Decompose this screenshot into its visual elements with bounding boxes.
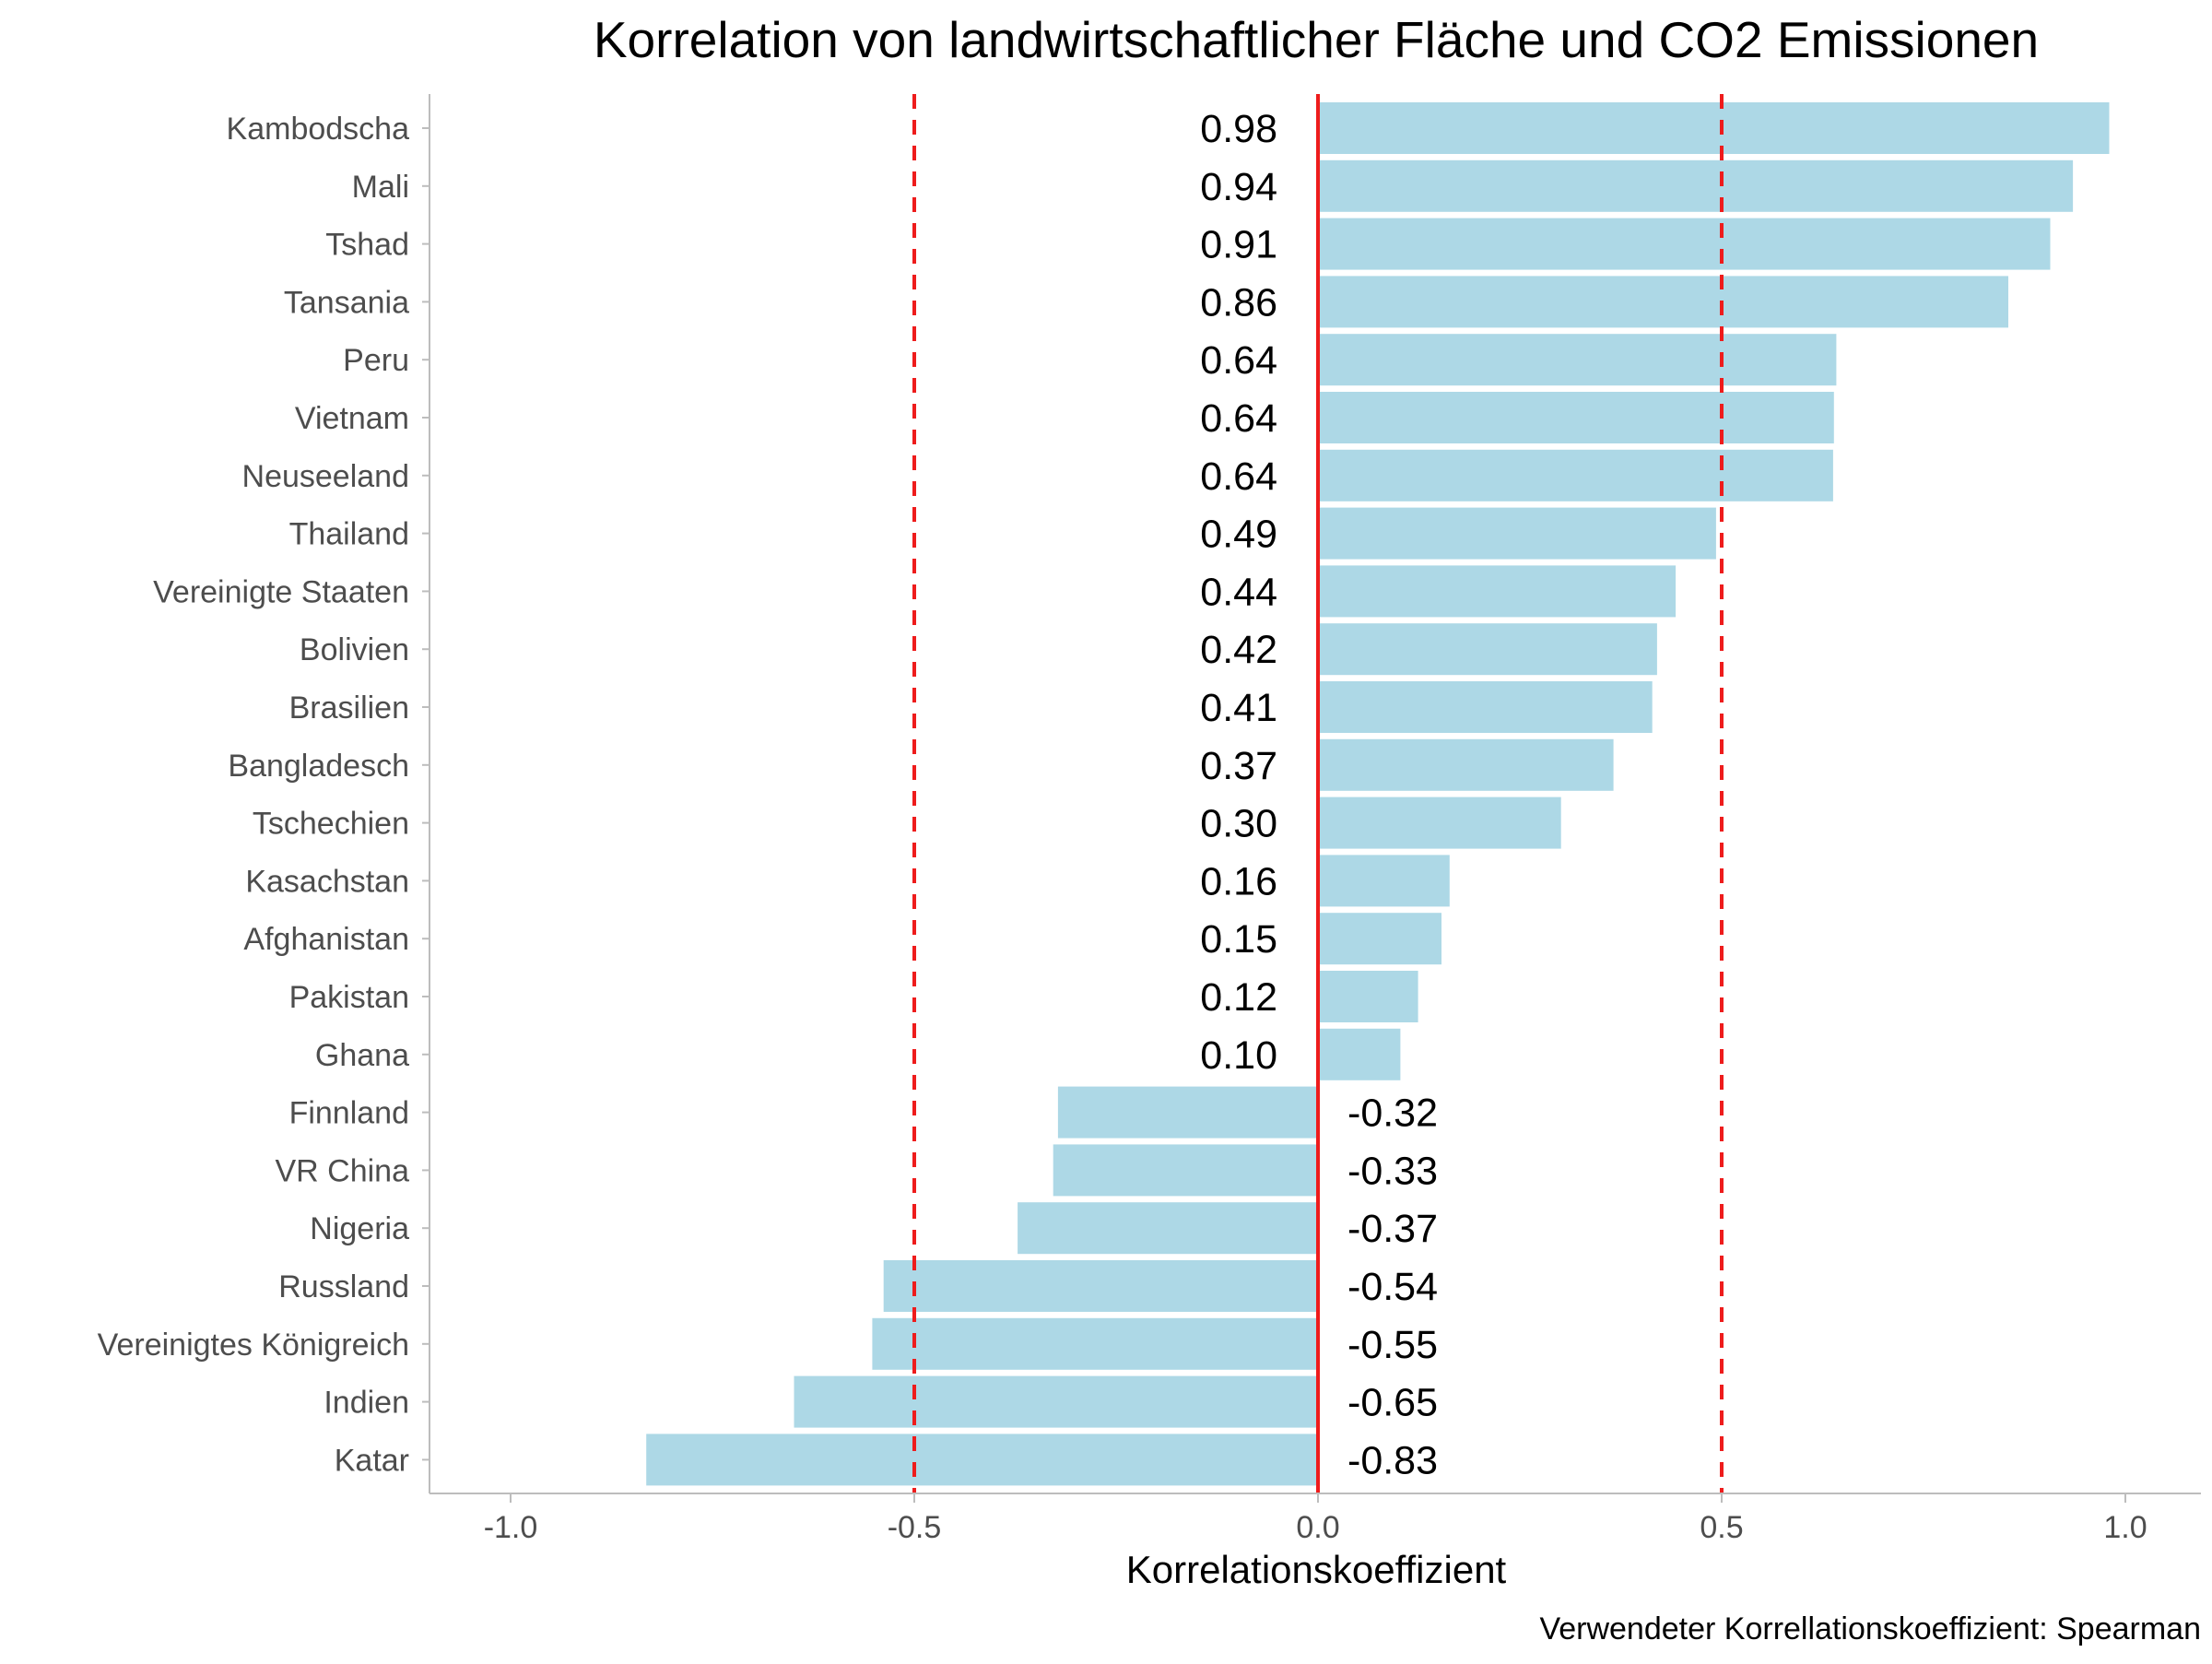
bar-tshad — [1318, 218, 2051, 270]
y-tick-label: Russland — [278, 1269, 409, 1304]
bar-peru — [1318, 334, 1837, 386]
x-tick-label: 1.0 — [2103, 1510, 2147, 1545]
y-tick-label: Ghana — [315, 1038, 409, 1073]
value-label: -0.83 — [1347, 1438, 1438, 1482]
bar-finnland — [1057, 1086, 1318, 1139]
value-label: 0.44 — [1200, 570, 1277, 614]
y-tick-label: Nigeria — [310, 1211, 409, 1246]
chart-title: Korrelation von landwirtschaftlicher Flä… — [594, 11, 2039, 68]
y-tick-label: Tschechien — [253, 807, 409, 842]
y-tick-label: Vereinigtes Königreich — [98, 1328, 409, 1363]
y-tick-label: Mali — [352, 170, 409, 205]
x-tick-label: 0.0 — [1296, 1510, 1339, 1545]
value-label: 0.64 — [1200, 454, 1277, 499]
y-tick-label: Indien — [324, 1386, 409, 1421]
y-tick-label: Vietnam — [295, 401, 409, 436]
y-tick-label: Katar — [335, 1443, 409, 1478]
bar-neuseeland — [1318, 449, 1833, 502]
reference-lines — [912, 94, 1724, 1493]
bar-pakistan — [1318, 971, 1418, 1022]
y-tick-label: Kasachstan — [245, 864, 409, 899]
bar-russland — [883, 1260, 1318, 1312]
bar-vr-china — [1053, 1144, 1318, 1197]
value-label: -0.37 — [1347, 1207, 1438, 1251]
bar-nigeria — [1018, 1202, 1318, 1255]
bar-bangladesch — [1318, 738, 1614, 791]
bar-bolivien — [1318, 623, 1657, 676]
bar-vietnam — [1318, 392, 1834, 443]
y-tick-label: Neuseeland — [242, 459, 409, 494]
value-label: -0.54 — [1347, 1265, 1438, 1309]
y-tick-label: Peru — [343, 343, 409, 378]
bars-layer — [646, 102, 2110, 1486]
bar-kasachstan — [1318, 855, 1450, 907]
y-tick-label: Thailand — [289, 517, 409, 552]
bar-tschechien — [1318, 797, 1561, 849]
value-label: -0.32 — [1347, 1092, 1438, 1136]
bar-thailand — [1318, 507, 1716, 560]
bar-brasilien — [1318, 681, 1653, 733]
value-label: 0.64 — [1200, 396, 1277, 441]
value-label: 0.98 — [1200, 107, 1277, 151]
bar-katar — [646, 1434, 1318, 1486]
value-label: 0.37 — [1200, 744, 1277, 788]
x-tick-label: -0.5 — [888, 1510, 942, 1545]
y-tick-label: VR China — [275, 1153, 409, 1188]
y-tick-label: Afghanistan — [243, 922, 409, 957]
value-label: 0.42 — [1200, 628, 1277, 672]
bar-vereinigtes-königreich — [872, 1317, 1318, 1370]
y-tick-label: Brasilien — [289, 690, 409, 726]
bar-kambodscha — [1318, 102, 2110, 154]
value-labels: Kambodscha 0.98 Mali 0.94 Tshad 0.91 Tansania 0… — [98, 107, 1438, 1482]
bar-vereinigte-staaten — [1318, 565, 1677, 618]
value-label: 0.12 — [1200, 975, 1277, 1020]
axes: -1.0 -0.5 0.0 0.5 1.0 — [422, 94, 2201, 1545]
y-tick-label: Bolivien — [300, 632, 409, 667]
value-label: 0.30 — [1200, 802, 1277, 846]
y-tick-label: Vereinigte Staaten — [153, 574, 409, 609]
x-tick-label: 0.5 — [1700, 1510, 1743, 1545]
value-label: 0.10 — [1200, 1033, 1277, 1078]
value-label: -0.55 — [1347, 1323, 1438, 1367]
bar-indien — [794, 1375, 1318, 1428]
y-tick-label: Tshad — [325, 228, 409, 263]
x-axis-title: Korrelationskoeffizient — [1126, 1548, 1507, 1591]
value-label: 0.15 — [1200, 917, 1277, 962]
value-label: 0.86 — [1200, 280, 1277, 325]
bar-tansania — [1318, 276, 2008, 328]
bar-mali — [1318, 159, 2074, 212]
value-label: 0.91 — [1200, 223, 1277, 267]
value-label: -0.33 — [1347, 1149, 1438, 1193]
value-label: -0.65 — [1347, 1381, 1438, 1425]
y-tick-label: Tansania — [284, 285, 409, 320]
value-label: 0.49 — [1200, 513, 1277, 557]
y-tick-label: Pakistan — [289, 980, 409, 1015]
value-label: 0.94 — [1200, 165, 1277, 209]
value-label: 0.16 — [1200, 859, 1277, 903]
bar-afghanistan — [1318, 913, 1441, 965]
chart-caption: Verwendeter Korrellationskoeffizient: Sp… — [1539, 1611, 2201, 1646]
y-tick-label: Bangladesch — [228, 749, 409, 784]
bar-ghana — [1318, 1028, 1401, 1080]
value-label: 0.64 — [1200, 338, 1277, 383]
y-tick-label: Kambodscha — [227, 112, 410, 147]
value-label: 0.41 — [1200, 686, 1277, 730]
x-tick-label: -1.0 — [484, 1510, 538, 1545]
y-tick-label: Finnland — [289, 1096, 409, 1131]
